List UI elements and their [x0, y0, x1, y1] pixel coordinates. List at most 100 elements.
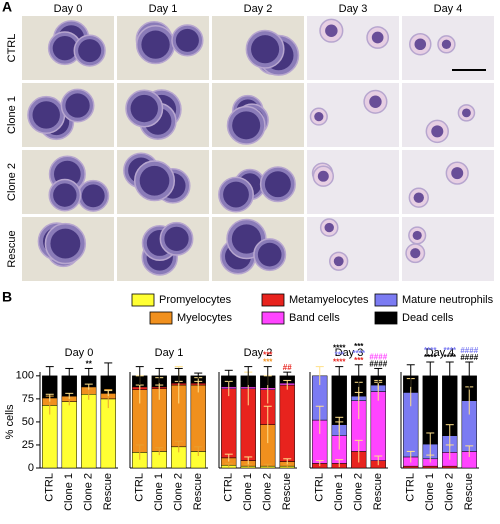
row-label: Rescue: [6, 230, 18, 267]
x-tick-label: Rescue: [463, 473, 475, 510]
nucleus: [78, 39, 102, 63]
significance: ####: [460, 353, 478, 362]
nucleus: [50, 228, 81, 259]
bar-segment: [442, 465, 458, 469]
legend-swatch: [261, 293, 285, 307]
row-label: Clone 2: [6, 163, 18, 201]
nucleus: [53, 183, 77, 207]
column-label: Day 4: [434, 3, 463, 15]
legend-label: Myelocytes: [177, 312, 233, 324]
bar-segment: [370, 391, 386, 461]
nucleus: [451, 167, 464, 180]
x-tick-label: Clone 2: [262, 473, 274, 511]
x-tick-label: Rescue: [281, 473, 293, 510]
x-tick-label: Rescue: [102, 473, 114, 510]
chart-title: Day 0: [65, 347, 94, 359]
legend-swatch: [261, 311, 285, 325]
x-tick-label: CTRL: [314, 473, 326, 502]
significance: ####: [460, 346, 478, 355]
nucleus: [141, 30, 170, 59]
significance: ***: [354, 342, 364, 351]
row-label: CTRL: [6, 34, 18, 63]
x-tick-label: CTRL: [223, 473, 235, 502]
significance: ****: [424, 353, 437, 362]
bar-segment: [42, 405, 58, 469]
nucleus: [462, 108, 471, 118]
legend-label: Dead cells: [402, 312, 454, 324]
bar-segment: [221, 388, 237, 459]
nucleus: [52, 36, 78, 61]
nucleus: [412, 230, 422, 240]
micrograph: [402, 83, 494, 147]
nucleus: [414, 38, 427, 51]
chart-title: Day 2: [244, 347, 273, 359]
nucleus: [325, 24, 338, 37]
y-tick-label: 75: [22, 393, 34, 405]
bar-segment: [279, 384, 295, 462]
nucleus: [324, 222, 334, 233]
nucleus: [130, 94, 158, 123]
bar-segment: [190, 384, 206, 452]
column-label: Day 2: [244, 3, 273, 15]
x-tick-label: Rescue: [192, 473, 204, 510]
panel-label: B: [2, 289, 12, 305]
legend-label: Mature neutrophils: [402, 294, 494, 306]
x-tick-label: Clone 2: [173, 473, 185, 511]
x-tick-label: CTRL: [134, 473, 146, 502]
x-tick-label: Clone 2: [444, 473, 456, 511]
x-tick-label: Rescue: [372, 473, 384, 510]
column-label: Day 0: [54, 3, 83, 15]
legend-swatch: [374, 293, 398, 307]
nucleus: [413, 192, 424, 203]
nucleus: [371, 31, 384, 44]
nucleus: [232, 111, 261, 140]
y-tick-label: 25: [22, 439, 34, 451]
bar-segment: [61, 401, 77, 469]
nucleus: [231, 224, 262, 254]
nucleus: [410, 248, 421, 259]
bar-segment: [422, 465, 438, 469]
nucleus: [32, 101, 60, 129]
legend-label: Metamyelocytes: [289, 294, 369, 306]
significance: ****: [424, 346, 437, 355]
nucleus: [251, 35, 280, 64]
nucleus: [175, 28, 199, 52]
significance: ****: [333, 358, 346, 367]
y-axis-label: % cells: [4, 404, 16, 439]
charts: Promyelocytes Myelocytes Metamyelocytes Ban…: [4, 293, 494, 511]
x-tick-label: Clone 1: [242, 473, 254, 511]
nucleus: [223, 181, 249, 208]
significance: ***: [335, 351, 345, 360]
significance: ****: [444, 353, 457, 362]
legend-swatch: [131, 293, 155, 307]
significance: ****: [333, 344, 346, 353]
legend-label: Band cells: [289, 312, 340, 324]
nucleus: [333, 256, 344, 267]
nucleus: [431, 125, 444, 138]
significance: ****: [444, 346, 457, 355]
significance: ####: [369, 353, 387, 362]
nucleus: [257, 242, 282, 267]
y-tick-label: 100: [16, 370, 34, 382]
chart-title: Day 1: [155, 347, 184, 359]
column-label: Day 3: [339, 3, 368, 15]
significance: ##: [283, 363, 292, 372]
nucleus: [369, 95, 382, 108]
row-label: Clone 1: [6, 96, 18, 134]
y-tick-label: 50: [22, 416, 34, 428]
chart-title: Day 3: [335, 347, 364, 359]
bar-segment: [403, 465, 419, 469]
significance: **: [86, 360, 93, 369]
nucleus: [317, 170, 329, 182]
bar-segment: [100, 398, 116, 469]
chart-title: Day 4: [426, 347, 455, 359]
significance: ####: [369, 360, 387, 369]
panel-label: A: [2, 0, 12, 15]
x-tick-label: Clone 2: [83, 473, 95, 511]
x-tick-label: Clone 1: [333, 473, 345, 511]
column-label: Day 1: [149, 3, 178, 15]
significance: ***: [263, 351, 273, 360]
x-tick-label: CTRL: [405, 473, 417, 502]
x-tick-label: Clone 1: [63, 473, 75, 511]
